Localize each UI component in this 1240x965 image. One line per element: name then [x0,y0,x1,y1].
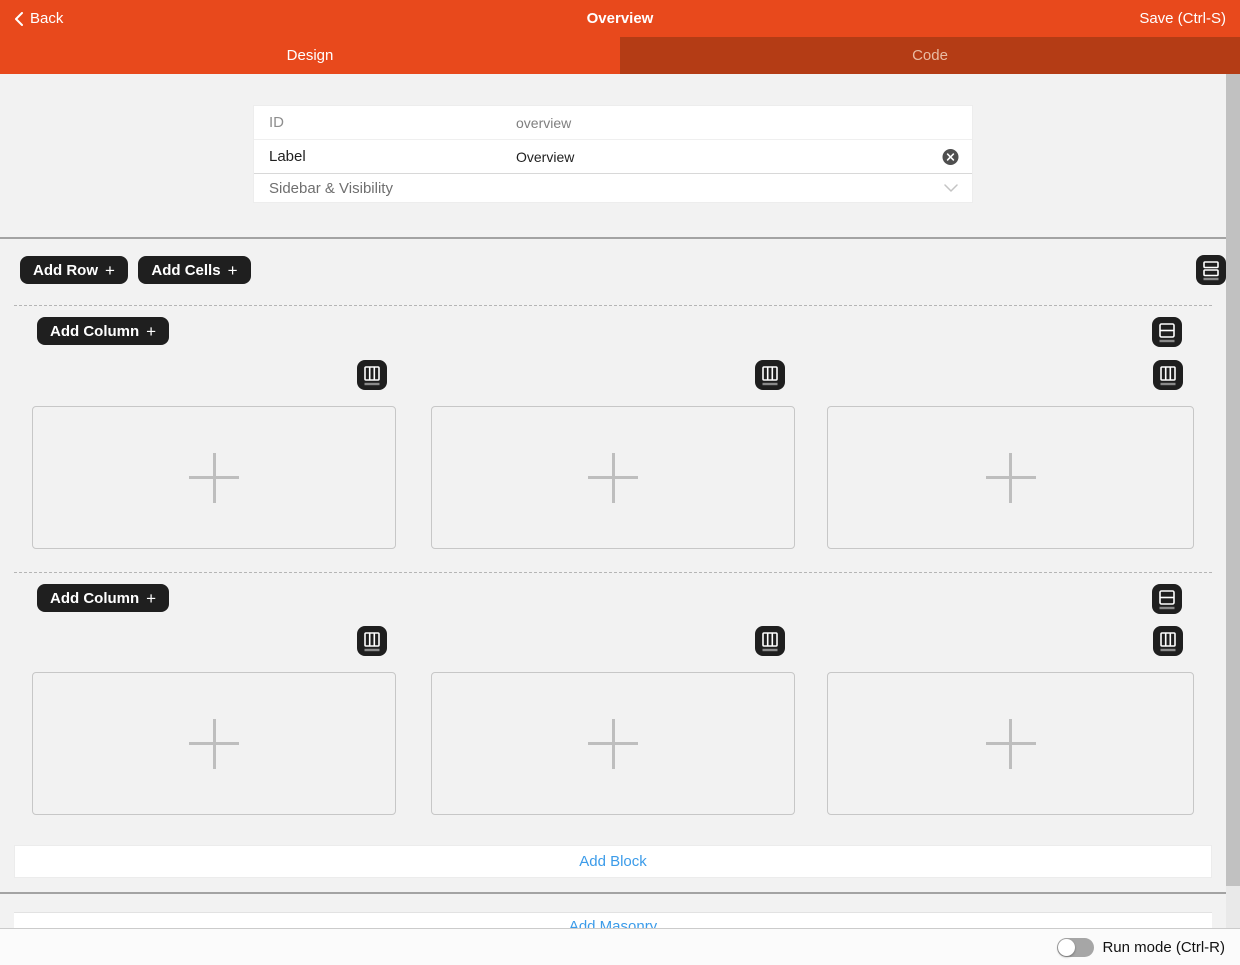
run-mode-toggle[interactable] [1057,937,1095,957]
back-button[interactable]: Back [14,0,63,37]
plus-icon [588,452,638,503]
plus-icon: + [227,260,238,280]
label-field[interactable]: Overview [516,148,575,165]
scrollbar-thumb[interactable] [1226,74,1240,886]
empty-cell-dropzone[interactable] [32,406,396,549]
save-button[interactable]: Save (Ctrl-S) [1139,10,1226,27]
label-label: Label [269,148,306,165]
add-column-label: Add Column [50,589,140,607]
empty-cell-dropzone[interactable] [827,406,1194,549]
add-block-button[interactable]: Add Block [14,845,1212,878]
add-column-button[interactable]: Add Column + [37,317,170,345]
design-canvas: Add Row + Add Cells + Add Column + [0,237,1226,894]
back-chevron-icon [14,11,23,26]
toggle-knob [1058,938,1076,956]
empty-cell-dropzone[interactable] [431,672,795,815]
plus-icon: + [105,260,115,280]
properties-card: ID overview Label Overview Sidebar & Vis… [253,105,973,203]
plus-icon [588,718,638,769]
id-field[interactable]: overview [516,114,572,131]
canvas-toolbar: Add Row + Add Cells + [20,256,1198,284]
property-row-label: Label Overview [254,140,972,174]
empty-cell-dropzone[interactable] [431,406,795,549]
id-label: ID [269,114,284,131]
run-mode-label: Run mode (Ctrl-R) [1102,938,1225,956]
columns-layout-icon[interactable] [755,360,785,390]
add-cells-label: Add Cells [151,261,221,279]
plus-icon [985,718,1036,769]
empty-cell-dropzone[interactable] [32,672,396,815]
canvas-row-2: Add Column + [14,572,1212,845]
status-bar: Run mode (Ctrl-R) [0,928,1240,965]
add-column-button[interactable]: Add Column + [37,584,170,612]
add-row-button[interactable]: Add Row + [20,256,128,284]
columns-layout-icon[interactable] [357,360,387,390]
row-layout-icon[interactable] [1152,317,1182,347]
plus-icon: + [146,321,157,341]
sidebar-visibility-label: Sidebar & Visibility [269,179,393,197]
tab-design[interactable]: Design [0,37,620,74]
tab-code[interactable]: Code [620,37,1240,74]
rows-layout-icon[interactable] [1196,255,1226,285]
plus-icon [189,718,239,769]
add-row-label: Add Row [33,261,98,279]
plus-icon [189,452,239,503]
canvas-row-1: Add Column + [14,305,1212,572]
back-label: Back [30,10,64,27]
chevron-down-icon [944,184,958,192]
empty-cell-dropzone[interactable] [827,672,1194,815]
tab-bar: Design Code [0,37,1240,74]
plus-icon: + [146,588,157,608]
page-title: Overview [586,10,654,27]
add-column-label: Add Column [50,322,140,340]
clear-icon[interactable] [942,148,959,165]
sidebar-visibility-section[interactable]: Sidebar & Visibility [254,174,972,202]
columns-layout-icon[interactable] [755,626,785,656]
columns-layout-icon[interactable] [1153,360,1183,390]
property-row-id: ID overview [254,106,972,140]
plus-icon [985,452,1036,503]
scrollbar-track[interactable] [1226,74,1240,928]
app-header: Back Overview Save (Ctrl-S) [0,0,1240,37]
row-layout-icon[interactable] [1152,584,1182,614]
columns-layout-icon[interactable] [357,626,387,656]
columns-layout-icon[interactable] [1153,626,1183,656]
add-cells-button[interactable]: Add Cells + [138,256,251,284]
